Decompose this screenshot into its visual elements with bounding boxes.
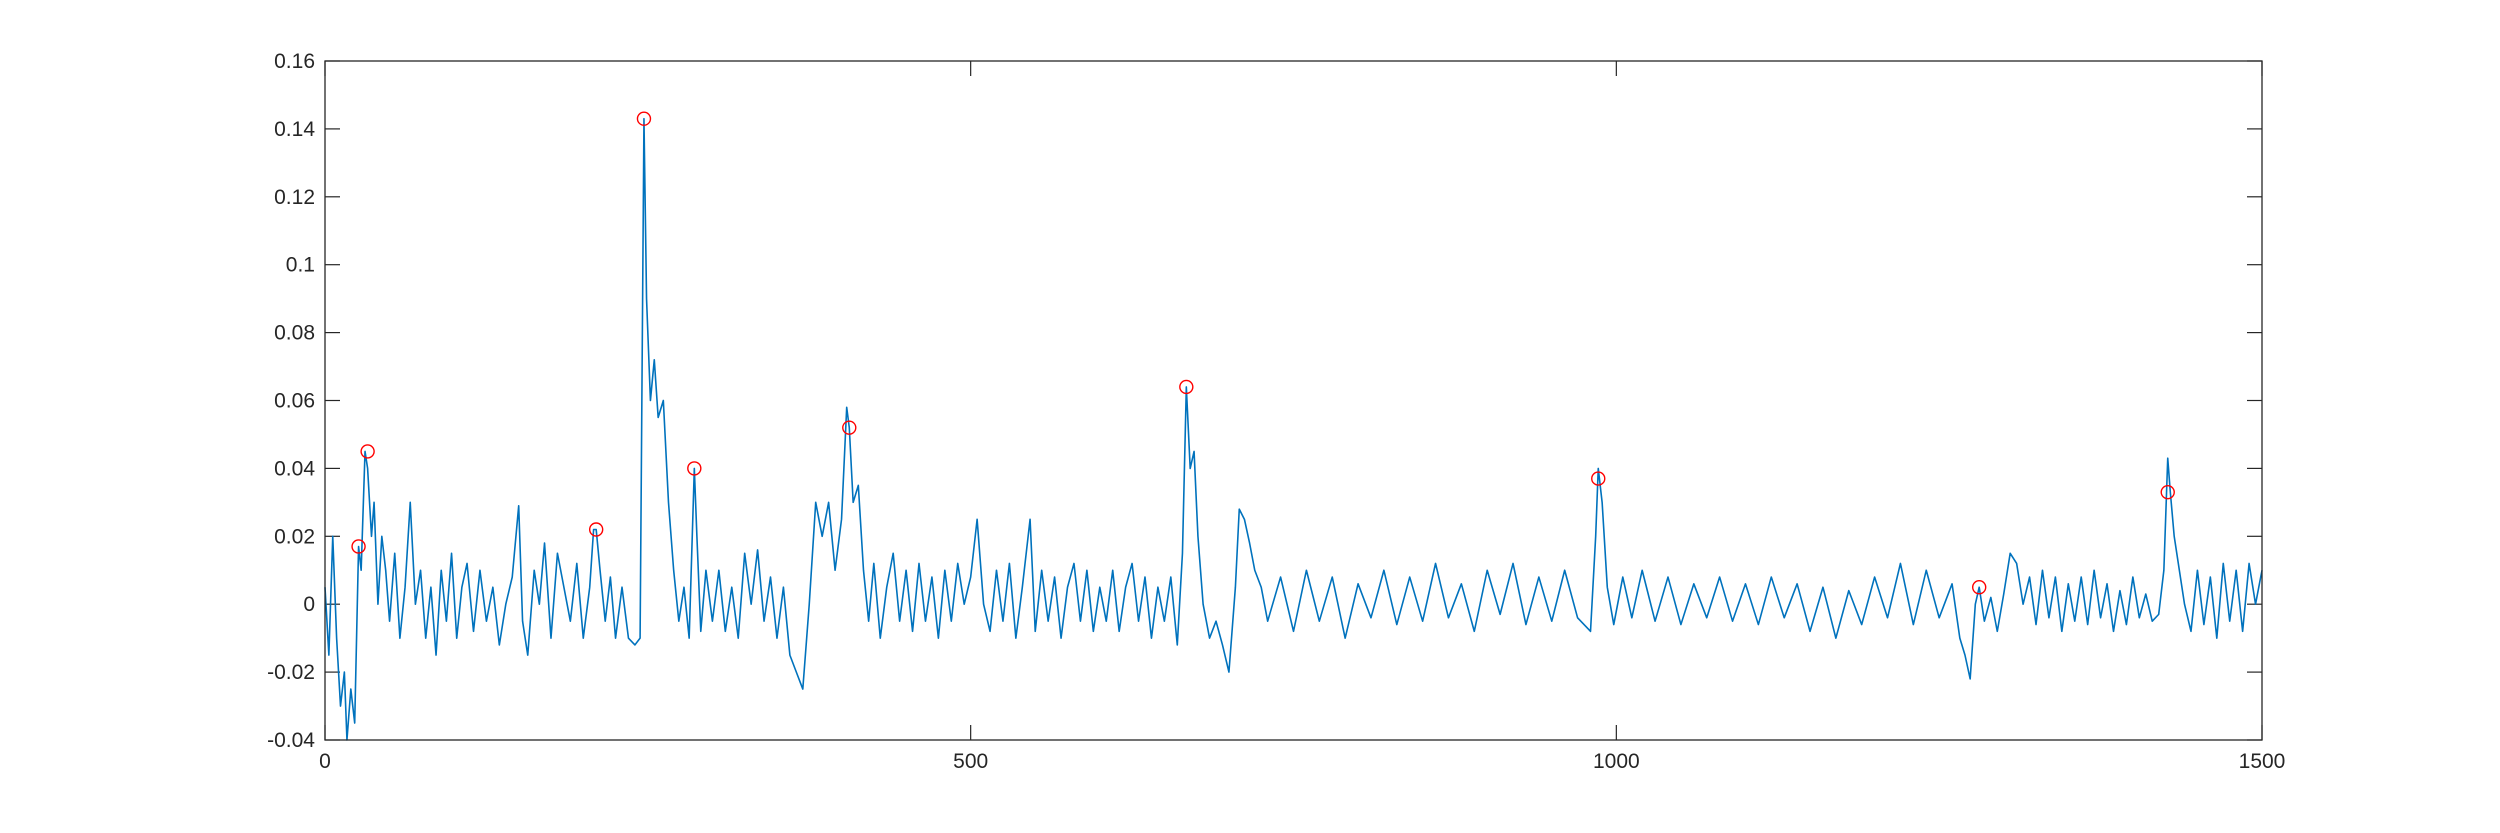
y-tick-label: 0.06: [274, 390, 315, 413]
y-tick-label: 0.04: [274, 457, 315, 480]
y-tick-label: 0.14: [274, 118, 315, 141]
peak-marker: [842, 420, 857, 435]
y-tick-label: 0: [303, 593, 315, 616]
x-tick-label: 1000: [1593, 750, 1640, 773]
y-tick-label: 0.1: [286, 254, 315, 277]
peak-marker: [1971, 580, 1987, 595]
y-tick-label: 0.08: [274, 322, 315, 345]
peak-marker: [2160, 484, 2175, 500]
y-tick-label: -0.02: [267, 661, 315, 684]
y-tick-label: 0.02: [274, 525, 315, 548]
plot-area: [325, 61, 2262, 740]
x-tick-label: 0: [319, 750, 331, 773]
y-tick-label: 0.12: [274, 186, 315, 209]
peak-marker: [1591, 471, 1606, 486]
peak-marker: [351, 539, 366, 554]
peak-marker: [1179, 379, 1194, 395]
peak-marker: [360, 444, 375, 459]
x-tick-label: 500: [953, 750, 988, 773]
y-tick-label: -0.04: [267, 729, 315, 752]
peak-marker: [636, 111, 652, 126]
data-line: [324, 117, 2263, 741]
axes-box: [324, 60, 2263, 741]
peak-marker: [588, 522, 604, 537]
x-tick-label: 1500: [2239, 750, 2286, 773]
peak-marker: [687, 461, 702, 476]
y-tick-label: 0.16: [274, 50, 315, 73]
